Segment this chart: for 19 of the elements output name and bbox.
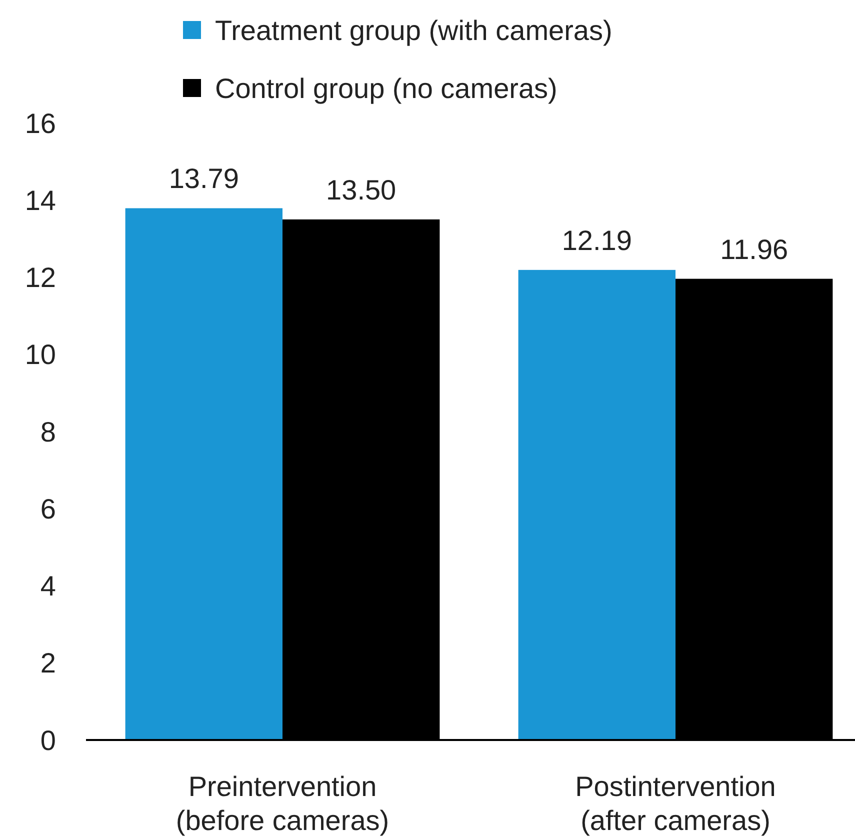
bar [125,208,282,740]
y-tick-label: 2 [40,648,56,679]
x-tick-label: Preintervention (before cameras) [176,771,390,836]
y-tick-label: 10 [24,339,56,370]
y-tick-label: 8 [40,416,56,448]
y-tick-label: 14 [24,184,56,216]
y-tick-label: 12 [24,262,56,294]
legend-label: Treatment group (with cameras) [215,14,612,46]
x-tick-label: Postintervention (after cameras) [575,771,776,836]
data-label: 12.19 [562,224,632,256]
legend-label: Control group (no cameras) [215,72,558,104]
y-tick-label: 0 [40,724,56,756]
y-tick-label: 4 [40,570,56,602]
y-tick-label: 16 [24,108,56,139]
data-label: 13.50 [326,174,396,206]
data-label: 11.96 [720,234,788,265]
data-label: 13.79 [168,163,239,194]
bar [518,270,676,740]
y-tick-label: 6 [40,493,56,524]
